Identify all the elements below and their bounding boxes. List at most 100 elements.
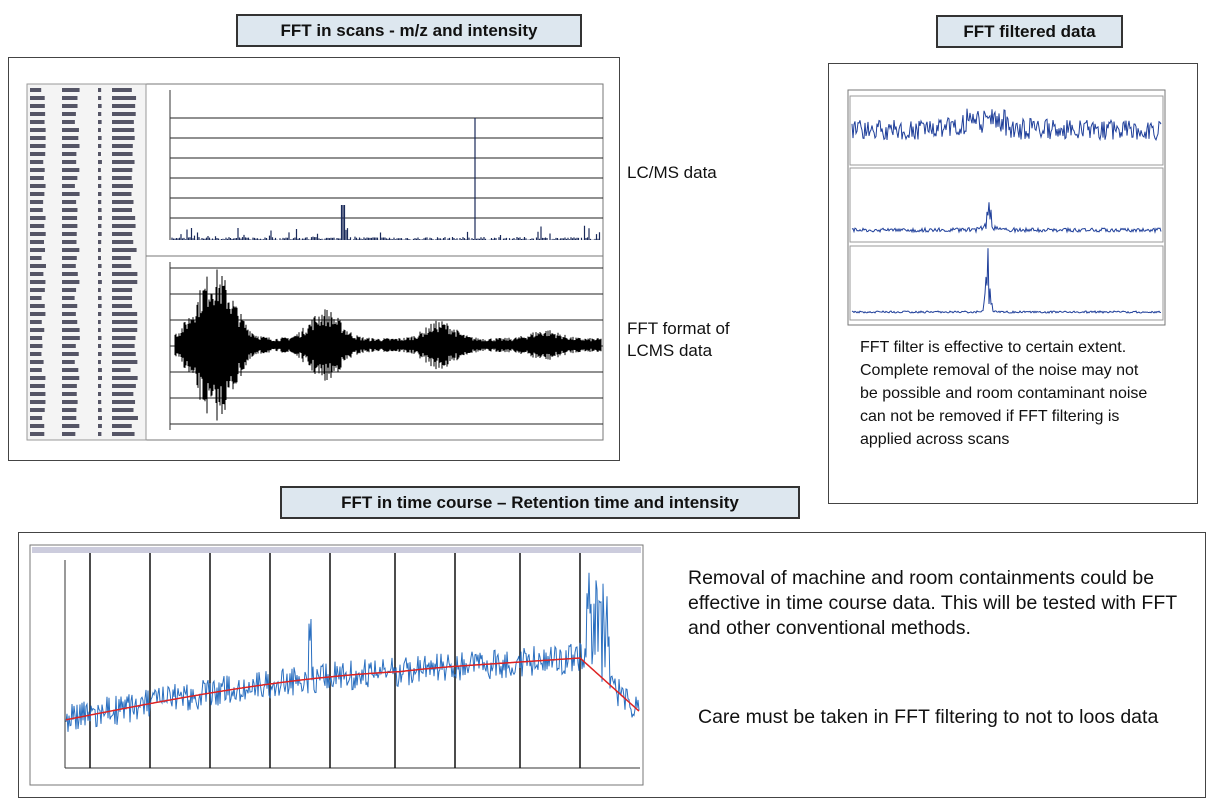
table-cell xyxy=(30,272,44,276)
table-cell xyxy=(62,256,77,260)
table-cell xyxy=(30,176,44,180)
table-cell xyxy=(30,424,45,428)
table-cell xyxy=(30,240,45,244)
table-cell xyxy=(112,120,134,124)
table-cell xyxy=(62,424,80,428)
table-cell xyxy=(112,240,134,244)
table-cell xyxy=(98,352,102,356)
table-cell xyxy=(98,424,102,428)
table-cell xyxy=(62,128,79,132)
spectrum xyxy=(171,118,601,240)
table-cell xyxy=(62,376,80,380)
table-cell xyxy=(98,248,101,252)
table-cell xyxy=(62,432,76,436)
table-cell xyxy=(98,184,102,188)
table-cell xyxy=(30,384,45,388)
filtered-panel xyxy=(828,63,1198,504)
table-cell xyxy=(112,320,138,324)
table-cell xyxy=(30,264,46,268)
table-cell xyxy=(98,232,102,236)
table-cell xyxy=(62,304,78,308)
table-cell xyxy=(30,96,45,100)
table-cell xyxy=(62,360,75,364)
table-cell xyxy=(30,360,44,364)
table-cell xyxy=(98,384,102,388)
table-cell xyxy=(98,304,102,308)
table-cell xyxy=(112,168,133,172)
table-cell xyxy=(98,432,102,436)
table-cell xyxy=(112,344,135,348)
table-cell xyxy=(112,392,134,396)
table-cell xyxy=(30,296,42,300)
table-cell xyxy=(98,216,102,220)
table-cell xyxy=(98,160,102,164)
table-cell xyxy=(112,192,132,196)
figure-frame xyxy=(29,544,644,786)
table-cell xyxy=(62,416,77,420)
table-cell xyxy=(112,424,132,428)
table-cell xyxy=(112,384,136,388)
table-cell xyxy=(98,256,101,260)
table-cell xyxy=(62,184,75,188)
table-cell xyxy=(62,208,78,212)
filtered-trace xyxy=(851,202,1162,234)
table-cell xyxy=(112,224,136,228)
table-cell xyxy=(98,104,102,108)
table-cell xyxy=(62,96,78,100)
table-cell xyxy=(62,296,75,300)
table-cell xyxy=(30,368,42,372)
table-cell xyxy=(30,312,46,316)
table-cell xyxy=(62,280,80,284)
table-cell xyxy=(98,360,101,364)
table-cell xyxy=(98,208,102,212)
table-cell xyxy=(112,128,135,132)
trend-line xyxy=(65,657,640,721)
table-cell xyxy=(98,112,102,116)
table-cell xyxy=(62,336,80,340)
table-cell xyxy=(112,288,133,292)
table-cell xyxy=(98,176,102,180)
table-strip xyxy=(26,83,147,441)
table-cell xyxy=(112,248,137,252)
table-cell xyxy=(112,160,135,164)
table-cell xyxy=(98,224,102,228)
table-cell xyxy=(112,352,136,356)
table-cell xyxy=(112,280,138,284)
table-cell xyxy=(62,272,78,276)
table-cell xyxy=(112,400,136,404)
table-cell xyxy=(112,264,132,268)
lcms-label: LC/MS data xyxy=(627,163,717,182)
table-cell xyxy=(62,112,76,116)
filtered-trace xyxy=(851,108,1162,142)
table-cell xyxy=(112,312,138,316)
table-cell xyxy=(62,120,75,124)
table-cell xyxy=(98,416,102,420)
table-cell xyxy=(62,152,77,156)
table-cell xyxy=(62,232,77,236)
table-cell xyxy=(62,136,79,140)
table-cell xyxy=(30,288,45,292)
table-cell xyxy=(98,312,102,316)
table-cell xyxy=(62,192,80,196)
table-cell xyxy=(62,352,79,356)
table-cell xyxy=(98,296,102,300)
sub-frame xyxy=(849,167,1164,243)
header-bar xyxy=(32,547,641,553)
table-cell xyxy=(112,216,136,220)
table-cell xyxy=(112,96,137,100)
table-cell xyxy=(112,152,133,156)
table-cell xyxy=(112,304,133,308)
table-cell xyxy=(30,248,46,252)
filtered-title: FFT filtered data xyxy=(936,15,1123,48)
table-cell xyxy=(98,128,101,132)
table-cell xyxy=(112,376,138,380)
table-cell xyxy=(30,432,45,436)
table-cell xyxy=(30,104,45,108)
table-cell xyxy=(30,352,42,356)
table-cell xyxy=(62,264,76,268)
table-cell xyxy=(112,104,136,108)
table-cell xyxy=(98,88,102,92)
table-cell xyxy=(62,392,77,396)
table-cell xyxy=(30,128,46,132)
table-cell xyxy=(62,168,80,172)
